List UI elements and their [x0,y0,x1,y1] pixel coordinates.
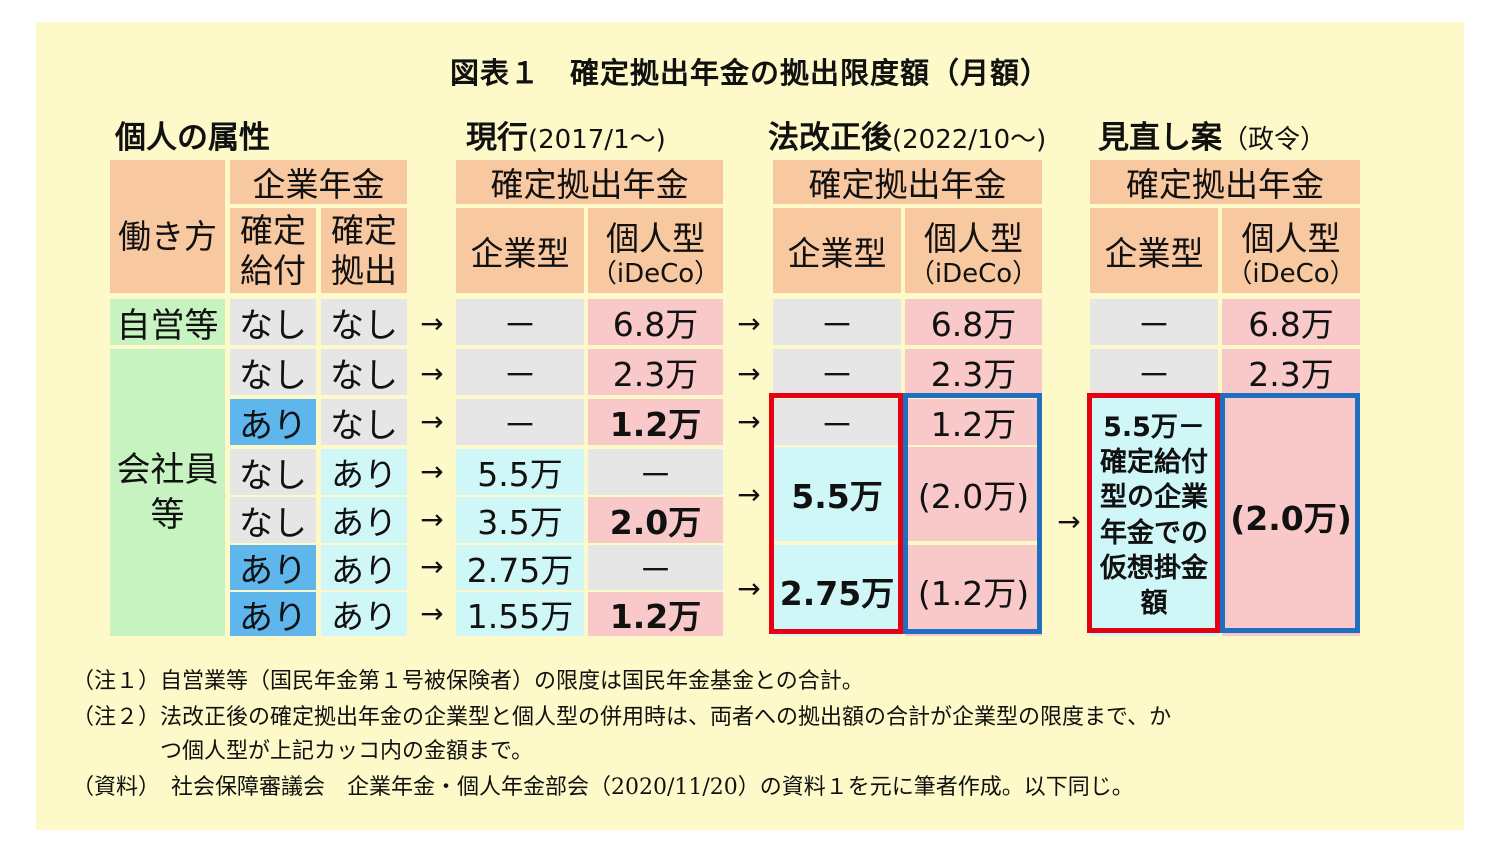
proposal-ind-type-label: 個人型 [1241,219,1341,259]
current-dc-header: 確定拠出年金 [456,160,723,204]
header-reform-period: (2022/10～) [892,125,1047,155]
row1-db: なし [230,299,316,346]
row2-arrow-current: → [420,357,444,390]
row6-current-ind: － [588,545,723,591]
row4-current-corp: 5.5万 [456,449,584,495]
row6-arrow-current: → [420,550,444,583]
proposal-arrow: → [1057,505,1081,538]
row3-arrow-reform: → [737,405,761,438]
header-reform-label: 法改正後 [768,120,892,156]
reform-ind-highlight-frame [903,393,1042,634]
proposal-ideco-label: （iDeCo） [1226,259,1356,290]
row7-current-ind: 1.2万 [588,592,723,636]
row2-current-ind: 2.3万 [588,349,723,395]
row1-proposal-corp: － [1090,299,1218,346]
row5-dc: あり [321,497,407,543]
row1-reform-ind: 6.8万 [905,299,1042,345]
proposal-corp-merged: 5.5万－ 確定給付 型の企業 年金での 仮想掛金 額 [1090,395,1218,636]
row1-current-corp: － [456,299,584,346]
note-1: （注１）自営業等（国民年金第１号被保険者）の限度は国民年金基金との合計。 [72,669,864,694]
reform-corp-merged-b: 2.75万 [773,545,901,636]
row3-db: あり [230,399,316,446]
row2-reform-ind: 2.3万 [905,349,1042,395]
reform-corp-highlight-frame [769,393,903,634]
row1-current-ind: 6.8万 [588,299,723,345]
row4-dc: あり [321,449,407,495]
header-current: 現行(2017/1～) [466,112,666,157]
row3-reform-ind: 1.2万 [905,399,1042,445]
note-2: （注２）法改正後の確定拠出年金の企業型と個人型の併用時は、両者への拠出額の合計が… [72,705,1172,730]
row2-dc: なし [321,349,407,396]
figure-title: 図表１ 確定拠出年金の拠出限度額（月額） [449,56,1050,90]
row6-dc: あり [321,545,407,590]
row5-current-corp: 3.5万 [456,497,584,543]
header-reform: 法改正後(2022/10～) [768,112,1046,157]
group-self-employed: 自営等 [110,299,225,346]
corp-pension-header: 企業年金 [230,160,407,204]
row3-current-ind: 1.2万 [588,399,723,445]
row1-reform-corp: － [773,299,901,346]
proposal-dc-header: 確定拠出年金 [1090,160,1360,204]
group-employee: 会社員 等 [110,349,225,636]
row4-db: なし [230,449,316,496]
reform-arrow-a: → [737,478,761,511]
current-ind-type-header: 個人型 （iDeCo） [588,208,723,293]
header-proposal-label: 見直し案 [1098,120,1222,156]
reform-arrow-b: → [737,572,761,605]
reform-corp-merged-a: 5.5万 [773,447,901,541]
header-current-label: 現行 [466,120,528,156]
reform-ind-type-label: 個人型 [924,219,1023,259]
row1-arrow-current: → [420,307,444,340]
row7-current-corp: 1.55万 [456,592,584,636]
note-2-continued: つ個人型が上記カッコ内の金額まで。 [72,739,534,764]
header-proposal-note: （政令） [1222,125,1327,155]
dc-header: 確定 拠出 [321,208,407,293]
work-style-header: 働き方 [110,160,225,293]
row4-arrow-current: → [420,455,444,488]
row2-proposal-ind: 2.3万 [1222,349,1360,395]
reform-ind-merged-a: (2.0万) [905,447,1042,541]
row3-reform-corp: － [773,399,901,446]
proposal-corp-type-header: 企業型 [1090,208,1218,293]
current-corp-type-header: 企業型 [456,208,584,293]
row1-dc: なし [321,299,407,346]
row2-reform-corp: － [773,349,901,396]
source-note: （資料） 社会保障審議会 企業年金・個人年金部会（2020/11/20）の資料１… [72,775,1134,800]
reform-dc-header: 確定拠出年金 [773,160,1042,204]
proposal-ind-type-header: 個人型 （iDeCo） [1222,208,1360,293]
reform-corp-type-header: 企業型 [773,208,901,293]
db-header: 確定 給付 [230,208,316,293]
proposal-corp-highlight-frame [1087,393,1220,633]
row7-dc: あり [321,592,407,636]
row2-proposal-corp: － [1090,349,1218,396]
proposal-ind-highlight-frame [1220,393,1360,633]
header-proposal: 見直し案（政令） [1098,112,1326,157]
proposal-ind-merged: (2.0万) [1222,395,1360,636]
current-ind-type-label: 個人型 [606,219,705,259]
row5-db: なし [230,497,316,544]
reform-ind-merged-b: (1.2万) [905,545,1042,636]
row6-current-corp: 2.75万 [456,545,584,590]
row2-current-corp: － [456,349,584,396]
header-attributes: 個人の属性 [115,120,270,156]
row5-current-ind: 2.0万 [588,497,723,543]
row3-arrow-current: → [420,405,444,438]
row7-db: あり [230,592,316,638]
header-current-period: (2017/1～) [528,125,666,155]
row2-db: なし [230,349,316,396]
row6-db: あり [230,545,316,591]
row3-dc: なし [321,399,407,446]
row1-proposal-ind: 6.8万 [1222,299,1360,345]
reform-ind-type-header: 個人型 （iDeCo） [905,208,1042,293]
row3-current-corp: － [456,399,584,446]
row5-arrow-current: → [420,503,444,536]
reform-ideco-label: （iDeCo） [908,259,1039,290]
row4-current-ind: － [588,449,723,496]
current-ideco-label: （iDeCo） [590,259,721,290]
row7-arrow-current: → [420,597,444,630]
row1-arrow-reform: → [737,307,761,340]
row2-arrow-reform: → [737,357,761,390]
